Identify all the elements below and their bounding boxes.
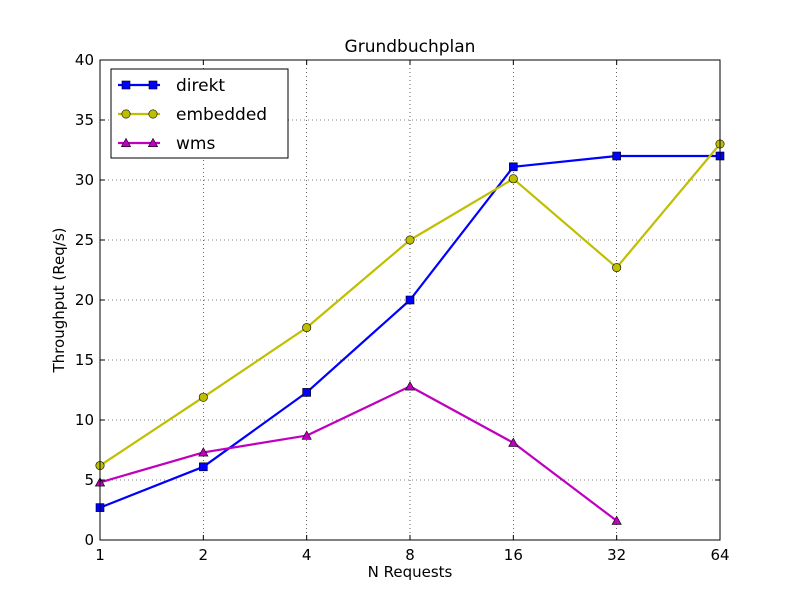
- chart-title: Grundbuchplan: [345, 37, 476, 57]
- x-tick-label: 64: [710, 546, 729, 564]
- y-tick-label: 15: [75, 351, 94, 369]
- x-axis-label: N Requests: [368, 563, 453, 581]
- y-tick-label: 20: [75, 291, 94, 309]
- y-tick-label: 5: [84, 471, 94, 489]
- data-point-embedded: [405, 235, 415, 245]
- series-line-wms: [99, 385, 618, 522]
- data-point-embedded: [612, 263, 622, 273]
- legend: direkt embedded wms: [110, 68, 289, 159]
- data-point-wms: [198, 447, 209, 457]
- legend-label-embedded: embedded: [176, 105, 267, 125]
- data-point-embedded: [302, 323, 312, 333]
- y-axis-label: Throughput (Req/s): [50, 228, 68, 374]
- x-tick-label: 32: [607, 546, 626, 564]
- y-tick-label: 35: [75, 111, 94, 129]
- series-embedded: [95, 139, 725, 471]
- data-point-wms: [611, 515, 622, 525]
- data-point-embedded: [508, 174, 518, 184]
- legend-marker-wms: [147, 137, 159, 147]
- data-point-direkt: [509, 162, 518, 172]
- data-point-wms: [404, 381, 416, 391]
- axis-ticks: 1 2 4 8 16 32 64 0 5 10 15 20 25 30 35 40: [75, 51, 730, 564]
- y-tick-label: 25: [75, 231, 94, 249]
- data-point-direkt: [612, 151, 621, 161]
- y-tick-label: 40: [75, 51, 94, 69]
- x-tick-label: 2: [199, 546, 209, 564]
- legend-label-wms: wms: [176, 134, 215, 154]
- data-point-wms: [508, 437, 519, 447]
- data-point-direkt: [405, 295, 415, 305]
- data-point-direkt: [199, 462, 208, 472]
- y-tick-label: 0: [84, 531, 94, 549]
- legend-label-direkt: direkt: [176, 76, 225, 96]
- x-tick-label: 8: [405, 546, 415, 564]
- y-tick-label: 30: [75, 171, 94, 189]
- x-tick-label: 1: [95, 546, 105, 564]
- x-tick-label: 4: [302, 546, 312, 564]
- legend-marker-embedded: [121, 109, 131, 119]
- legend-marker-embedded: [148, 109, 158, 119]
- data-point-direkt: [302, 388, 311, 397]
- y-tick-label: 10: [75, 411, 94, 429]
- data-point-embedded: [198, 392, 208, 402]
- legend-marker-wms: [120, 137, 132, 147]
- x-tick-label: 16: [504, 546, 523, 564]
- legend-marker-direkt: [148, 80, 158, 90]
- data-point-wms: [301, 430, 312, 440]
- grid: [100, 60, 720, 540]
- legend-marker-direkt: [121, 80, 131, 90]
